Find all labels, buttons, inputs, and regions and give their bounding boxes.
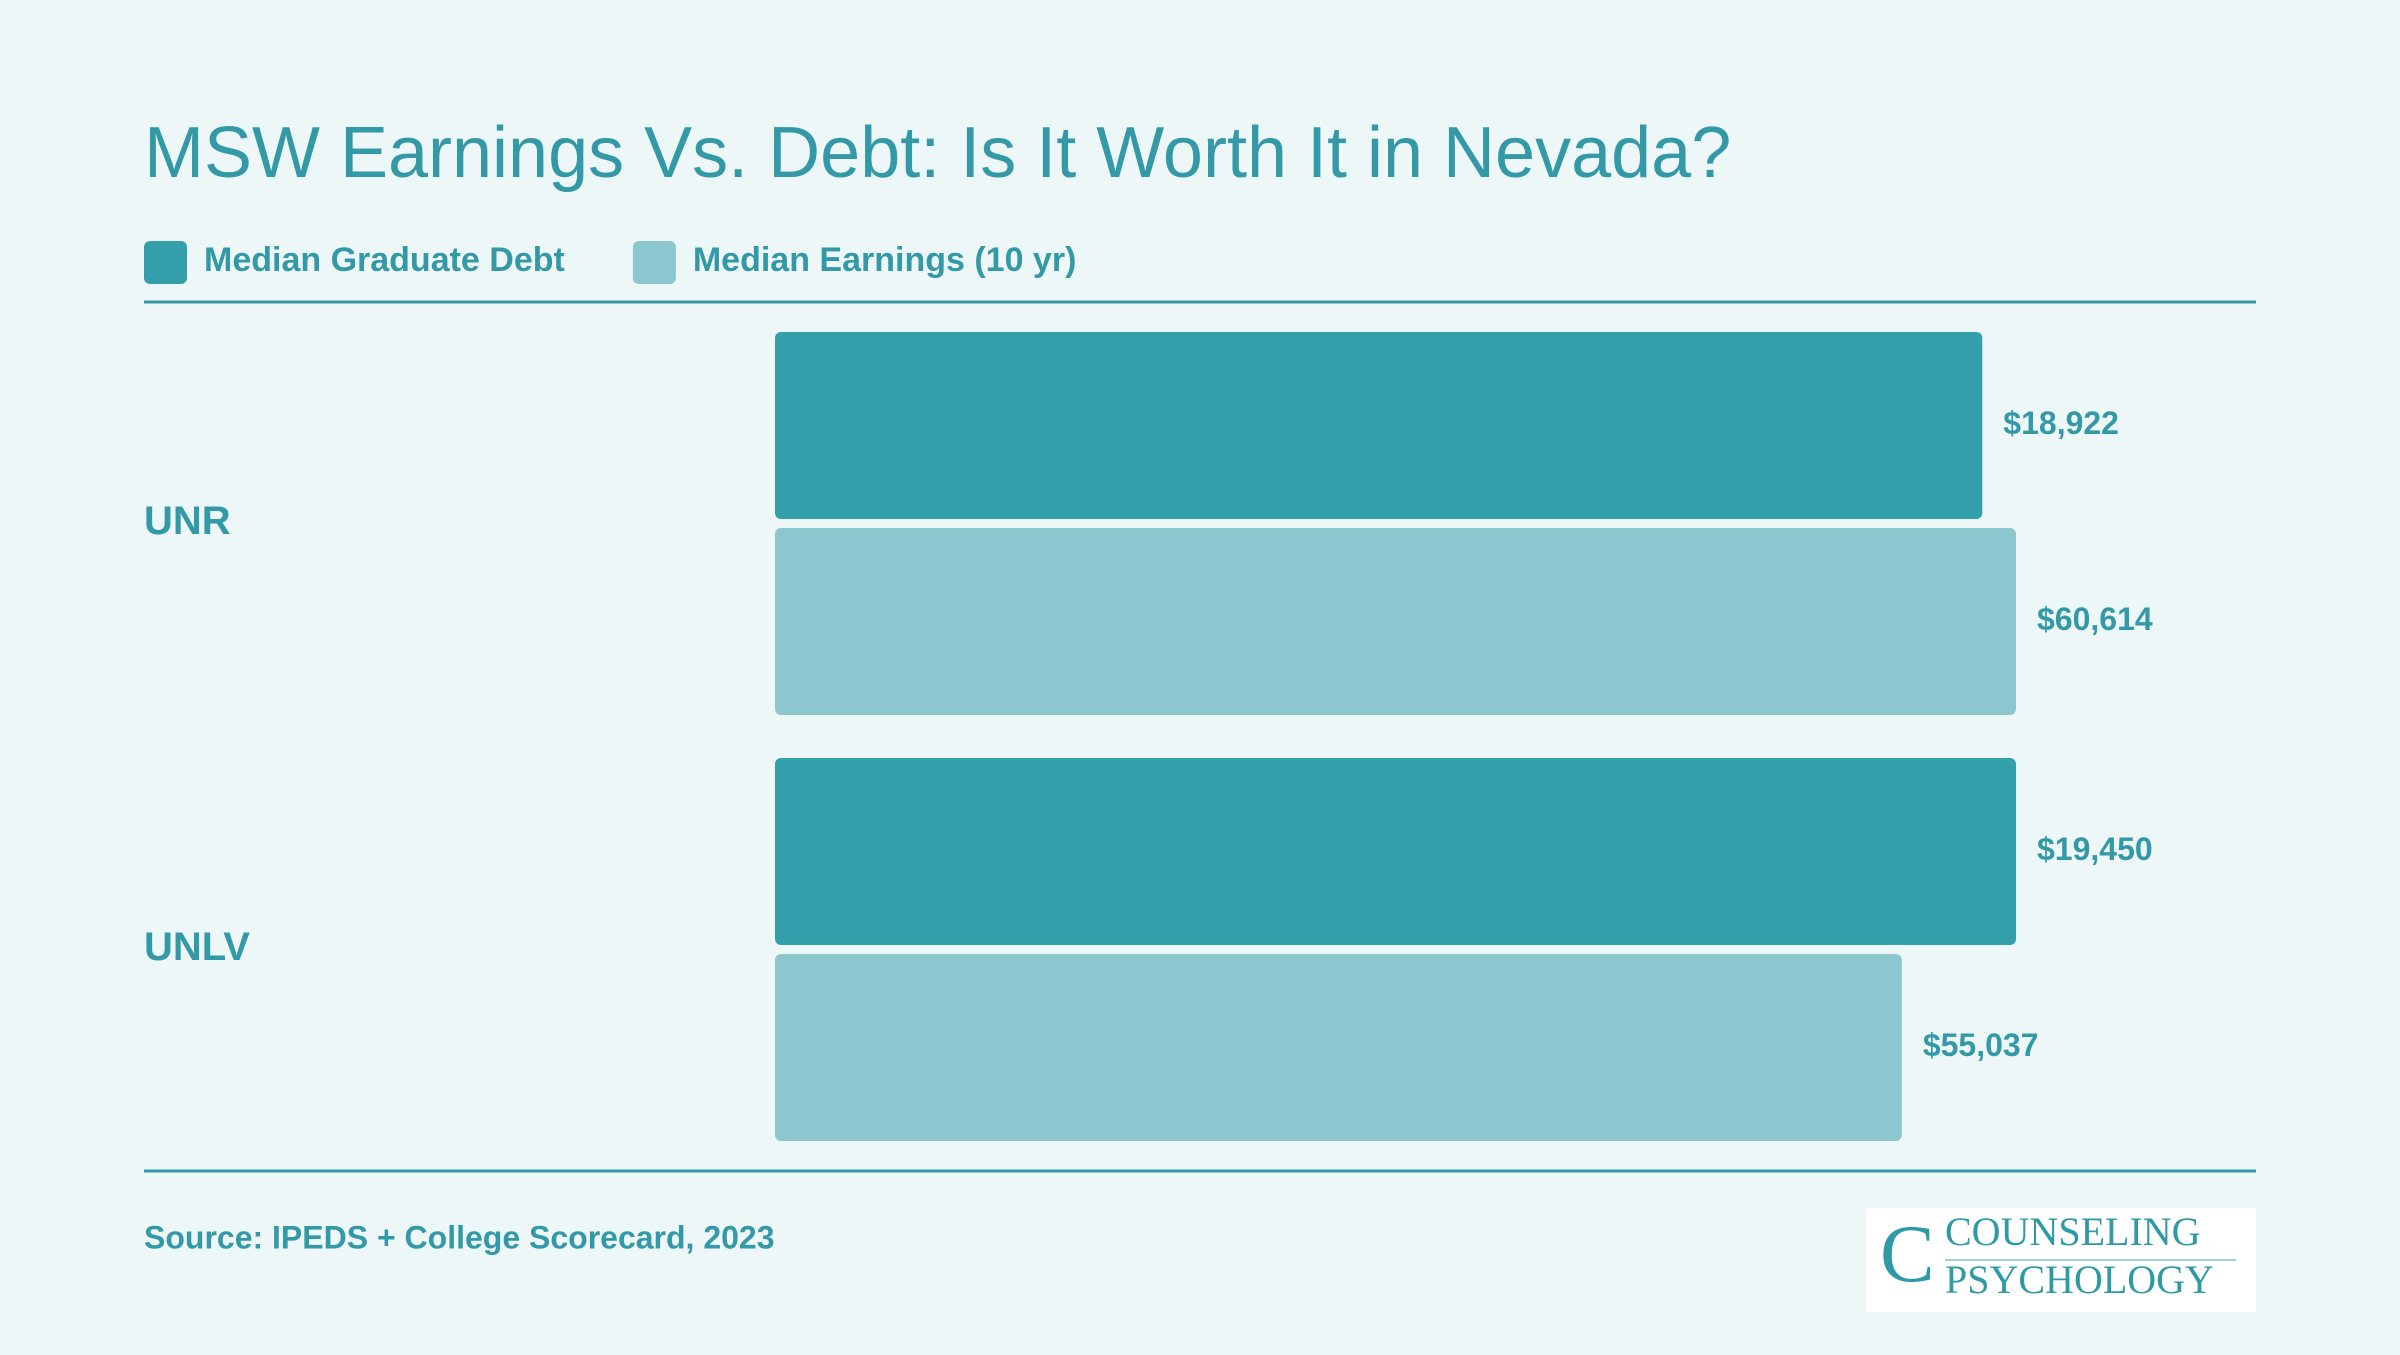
bar [775, 954, 1902, 1141]
value-label: $55,037 [1923, 1027, 2039, 1063]
value-label: $60,614 [2037, 601, 2153, 637]
value-label: $18,922 [2003, 405, 2119, 441]
source-note: Source: IPEDS + College Scorecard, 2023 [144, 1219, 775, 1255]
legend-swatch [632, 241, 676, 284]
legend-label: Median Earnings (10 yr) [693, 241, 1077, 279]
value-label: $19,450 [2037, 831, 2153, 867]
logo-mark: C [1880, 1208, 1935, 1299]
category-label: UNLV [144, 925, 250, 969]
bar [775, 332, 1983, 519]
bar [775, 528, 2016, 715]
category-label: UNR [144, 499, 231, 543]
bar [775, 758, 2016, 945]
legend-label: Median Graduate Debt [204, 241, 565, 279]
legend-swatch [144, 241, 187, 284]
logo-text: PSYCHOLOGY [1945, 1257, 2214, 1302]
logo-text: COUNSELING [1945, 1209, 2201, 1254]
chart-title: MSW Earnings Vs. Debt: Is It Worth It in… [144, 113, 1731, 193]
